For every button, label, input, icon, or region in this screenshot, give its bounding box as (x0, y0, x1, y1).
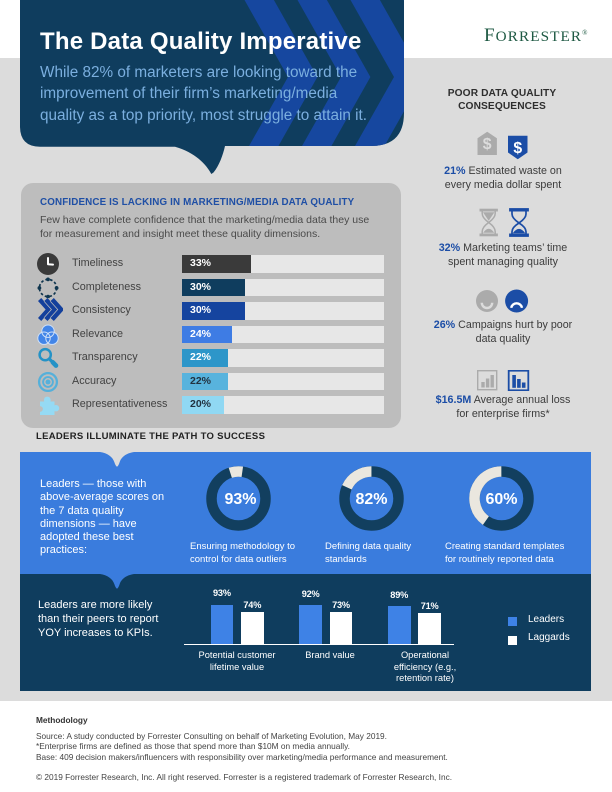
svg-text:$: $ (513, 140, 522, 157)
svg-text:$: $ (483, 136, 492, 153)
